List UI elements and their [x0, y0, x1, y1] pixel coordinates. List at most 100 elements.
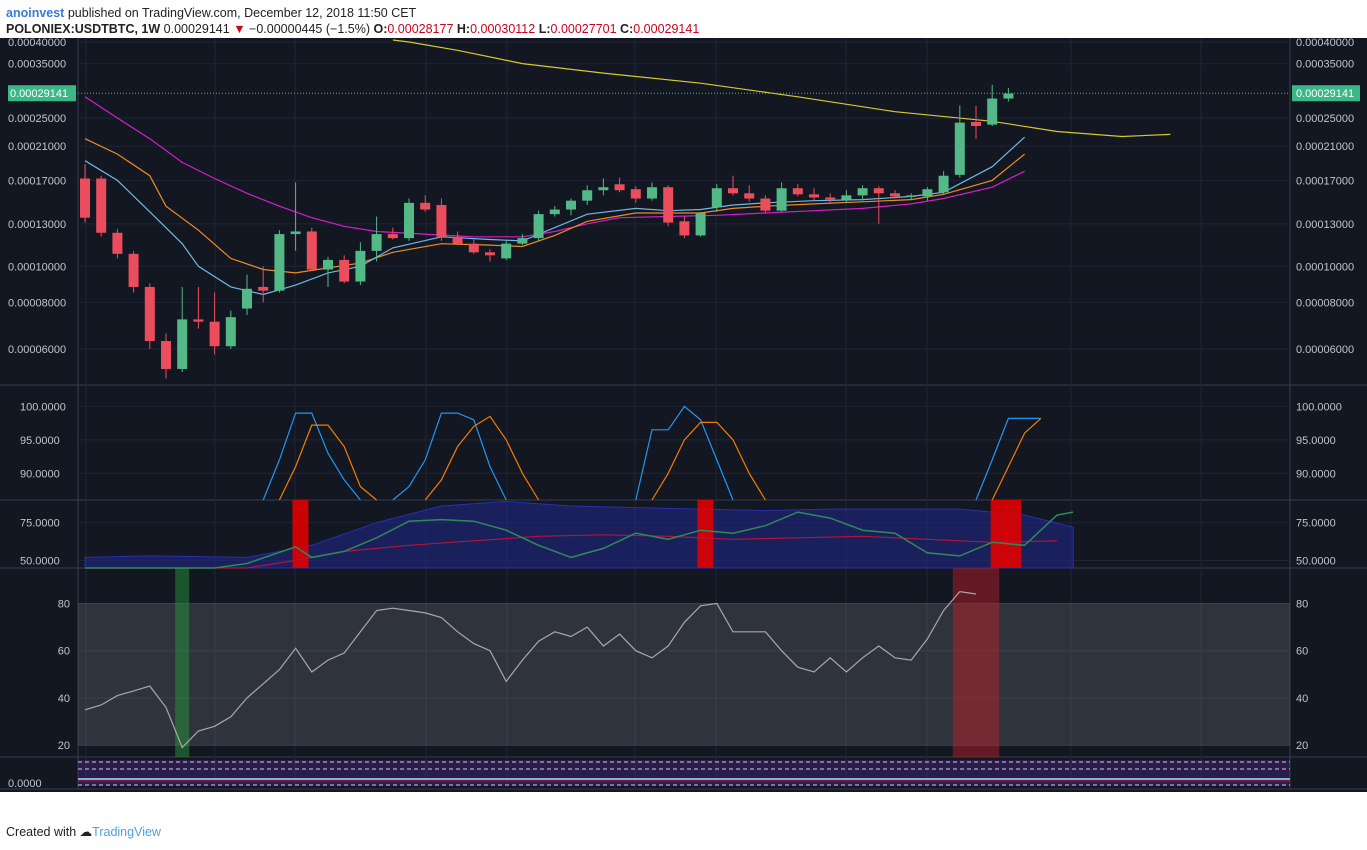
candle-body: [825, 197, 836, 200]
candle-body: [582, 190, 593, 201]
price-tick-label-right: 0.00006000: [1296, 344, 1354, 356]
last-price-tag-left: [8, 85, 76, 102]
tradingview-brand[interactable]: TradingView: [92, 825, 161, 839]
candle-body: [728, 188, 738, 194]
last-price: 0.00029141: [163, 22, 230, 36]
candle-body: [890, 193, 900, 197]
close-label: C:: [620, 22, 634, 36]
open-label: O:: [373, 22, 388, 36]
dmi-red-bar: [990, 500, 1007, 568]
rsi-tick-label-left: 20: [58, 740, 70, 752]
candle-body: [355, 250, 366, 282]
candle-body: [80, 178, 90, 218]
candle-body: [339, 259, 350, 282]
candle-body: [906, 195, 917, 197]
price-tick-label-left: 0.00008000: [8, 297, 66, 309]
price-chart[interactable]: Nov2018FebAprMayJulAugOctNov2019Mar0.000…: [0, 38, 1367, 792]
price-tick-label-right: 0.00025000: [1296, 113, 1354, 125]
symbol-info-bar: POLONIEX:USDTBTC, 1W 0.00029141 ▼ −0.000…: [6, 21, 699, 37]
stoch-tick-label-right: 100.0000: [1296, 401, 1342, 413]
dmi-tick-label-left: 75.0000: [20, 518, 60, 530]
candle-body: [290, 231, 301, 235]
tradingview-logo-icon: ☁: [79, 825, 93, 839]
sma-yellow-line: [392, 39, 1171, 138]
last-price-tag-right: [1292, 85, 1360, 102]
dmi-red-bar: [1005, 500, 1022, 568]
candle-body: [647, 187, 657, 199]
candle-body: [922, 189, 933, 197]
price-tick-label-right: 0.00021000: [1296, 141, 1354, 153]
price-tick-label-left: 0.00010000: [8, 261, 66, 273]
candle-body: [711, 188, 722, 208]
dmi-tick-label-right: 75.0000: [1296, 518, 1336, 530]
rsi-line: [84, 590, 977, 749]
candle-body: [679, 221, 690, 236]
candle-body: [598, 187, 609, 191]
candle-body: [177, 319, 188, 369]
rsi-band: [78, 603, 1290, 746]
price-tick-label-right: 0.00017000: [1296, 175, 1354, 187]
candle-body: [485, 252, 495, 256]
candle-body: [501, 243, 512, 259]
dmi-red-bar: [697, 500, 714, 568]
dmi-green-line: [85, 511, 1074, 569]
candle-body: [242, 288, 252, 309]
candle-body: [938, 175, 949, 193]
candle-body: [841, 195, 852, 200]
candle-body: [144, 286, 155, 342]
low-value: 0.00027701: [550, 22, 617, 36]
candle-body: [420, 202, 431, 210]
price-tick-label-right: 0.00010000: [1296, 261, 1354, 273]
candle-body: [857, 188, 868, 196]
stoch-tick-label-right: 95.0000: [1296, 435, 1336, 447]
price-tick-label-right: 0.00035000: [1296, 59, 1354, 71]
rsi-tick-label-right: 40: [1296, 693, 1308, 705]
candle-body: [614, 184, 625, 191]
candle-body: [566, 200, 576, 210]
candle-body: [193, 319, 204, 322]
price-tick-label-left: 0.00035000: [8, 59, 66, 71]
candle-body: [760, 198, 771, 211]
price-tick-label-right: 0.00008000: [1296, 297, 1354, 309]
dmi-blue-area: [84, 500, 1074, 569]
candle-body: [112, 232, 123, 254]
candle-body: [630, 189, 641, 199]
candle-body: [533, 214, 544, 239]
candle-body: [306, 231, 317, 270]
price-tick-label-left: 0.00040000: [8, 38, 66, 49]
footer: Created with ☁TradingView: [6, 824, 161, 839]
rsi-tick-label-left: 80: [58, 598, 70, 610]
candle-body: [954, 122, 965, 175]
candle-body: [517, 238, 528, 244]
plot-area: [78, 38, 1290, 792]
stoch-tick-label-right: 90.0000: [1296, 468, 1336, 480]
price-tick-label-left: 0.00025000: [8, 113, 66, 125]
osc-band: [78, 760, 1290, 786]
candle-body: [96, 178, 107, 233]
candle-body: [387, 234, 398, 239]
rsi-green-highlight: [175, 568, 190, 757]
rsi-tick-label-right: 60: [1296, 646, 1308, 658]
low-label: L:: [538, 22, 551, 36]
author-name[interactable]: anoinvest: [6, 6, 65, 20]
price-tick-label-right: 0.00040000: [1296, 38, 1354, 49]
candle-body: [371, 234, 382, 251]
candle-body: [452, 236, 463, 244]
created-with-text: Created with: [6, 825, 77, 839]
price-tick-label-right: 0.00013000: [1296, 219, 1354, 231]
publish-info: published on TradingView.com, December 1…: [64, 6, 417, 20]
dmi-tick-label-left: 50.0000: [20, 555, 60, 567]
dmi-tick-label-right: 50.0000: [1296, 555, 1336, 567]
candle-body: [695, 212, 706, 236]
stoch-tick-label-left: 90.0000: [20, 468, 60, 480]
close-value: 0.00029141: [633, 22, 700, 36]
down-arrow-icon: ▼: [233, 22, 246, 36]
candle-body: [404, 202, 414, 239]
rsi-tick-label-right: 20: [1296, 740, 1308, 752]
price-tick-label-left: 0.00013000: [8, 219, 66, 231]
candle-body: [971, 121, 981, 126]
stoch-tick-label-left: 95.0000: [20, 435, 60, 447]
candle-body: [792, 188, 803, 195]
candle-body: [1003, 93, 1014, 99]
open-value: 0.00028177: [387, 22, 454, 36]
